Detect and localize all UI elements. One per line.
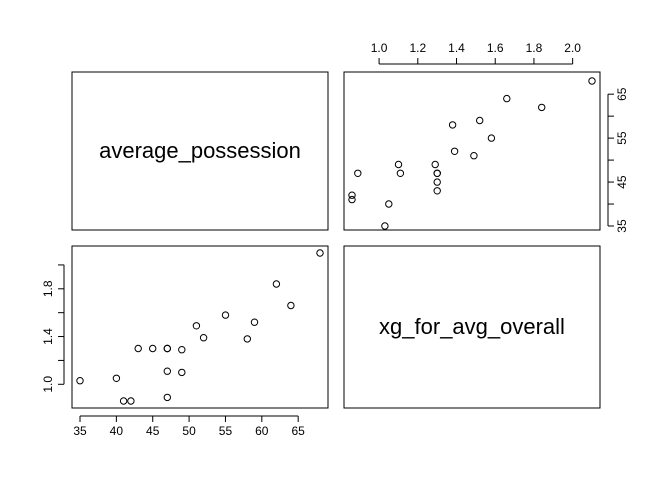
point-bottom-left-8: [163, 367, 172, 375]
point-bottom-left-7: [163, 344, 172, 353]
bottom-left-y-tick-label-2: 1.8: [41, 280, 55, 297]
point-top-right-1: [385, 200, 393, 208]
point-bottom-left-15: [243, 335, 252, 343]
point-bottom-left-10: [178, 346, 186, 354]
bottom-left-y-tick-label-1: 1.4: [41, 328, 55, 345]
top-right-x-tick-label-5: 2.0: [564, 41, 581, 55]
point-bottom-left-13: [199, 334, 208, 342]
point-top-right-12: [470, 152, 478, 160]
bottom-left-x-tick-label-0: 35: [73, 424, 87, 438]
point-top-right-5: [433, 178, 441, 186]
point-bottom-left-0: [76, 377, 84, 385]
point-bottom-left-14: [221, 311, 230, 319]
top-right-x-tick-label-3: 1.6: [487, 41, 504, 55]
point-top-right-10: [431, 160, 439, 169]
point-top-right-0: [381, 222, 389, 230]
point-top-right-8: [396, 169, 405, 178]
point-bottom-left-18: [287, 301, 295, 310]
point-top-right-16: [476, 116, 484, 125]
point-top-right-18: [503, 94, 511, 103]
diagonal-label-xg-for-avg-overall: xg_for_avg_overall: [379, 314, 565, 339]
top-right-x-tick-label-2: 1.4: [448, 41, 465, 55]
point-top-right-17: [538, 103, 546, 112]
point-top-right-7: [433, 169, 441, 178]
point-bottom-left-16: [250, 318, 259, 326]
point-top-right-14: [487, 134, 496, 142]
bottom-left-x-tick-label-3: 50: [182, 424, 196, 438]
point-top-right-2: [348, 195, 356, 204]
point-bottom-left-19: [316, 249, 324, 257]
panel-top-left: [71, 71, 329, 231]
point-top-right-13: [450, 147, 459, 156]
chart-marks: 35 40 45 50 55 60 65 1.0 1.4 1.8 1.0 1.2 1.4 1.6 1.8 2.…: [41, 41, 629, 438]
bottom-left-x-tick-label-2: 45: [146, 424, 160, 438]
top-right-x-tick-label-1: 1.2: [409, 41, 426, 55]
bottom-left-y-tick-label-0: 1.0: [41, 376, 55, 393]
top-right-y-tick-label-3: 65: [615, 87, 629, 101]
top-right-y-tick-label-1: 45: [615, 175, 629, 189]
point-bottom-left-2: [119, 397, 128, 405]
bottom-left-x-tick-label-4: 55: [219, 424, 233, 438]
top-right-y-tick-label-2: 55: [615, 131, 629, 145]
top-right-x-tick-label-0: 1.0: [371, 41, 388, 55]
point-bottom-left-3: [127, 397, 135, 405]
point-bottom-left-12: [192, 322, 201, 330]
point-bottom-left-11: [178, 368, 186, 377]
point-bottom-left-1: [112, 374, 121, 382]
point-top-right-3: [348, 191, 356, 199]
bottom-left-x-tick-label-6: 65: [292, 424, 306, 438]
diagonal-label-average-possession: average_possession: [99, 138, 301, 163]
panel-bottom-right: [343, 245, 601, 409]
top-right-y-tick-label-0: 35: [615, 219, 629, 233]
panel-top-right: [343, 71, 601, 231]
top-right-x-tick-label-4: 1.8: [526, 41, 543, 55]
bottom-left-x-tick-label-1: 40: [110, 424, 124, 438]
panel-bottom-left: [71, 245, 329, 409]
point-bottom-left-9: [163, 393, 172, 402]
point-bottom-left-4: [134, 344, 142, 353]
point-bottom-left-5: [149, 344, 157, 353]
point-top-right-9: [354, 169, 362, 178]
bottom-left-x-tick-label-5: 60: [255, 424, 269, 438]
point-bottom-left-17: [272, 280, 281, 288]
point-top-right-11: [394, 160, 403, 169]
point-top-right-15: [448, 121, 457, 129]
point-top-right-4: [433, 187, 441, 195]
point-top-right-19: [588, 77, 596, 85]
